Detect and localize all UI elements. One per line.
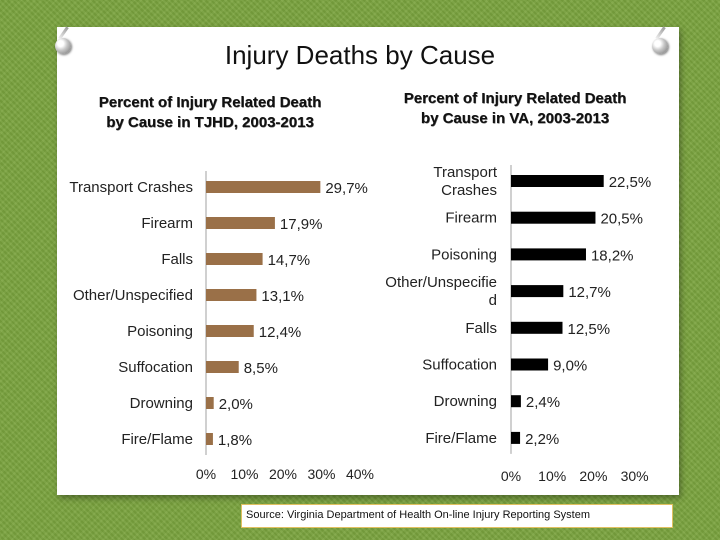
va-category-label: Other/Unspecifie d bbox=[385, 274, 497, 309]
va-x-tick-label: 30% bbox=[621, 468, 649, 484]
tjhd-bar bbox=[206, 289, 257, 301]
tjhd-value-label: 12,4% bbox=[259, 324, 302, 341]
tjhd-value-label: 14,7% bbox=[268, 252, 311, 269]
tjhd-category-label: Transport Crashes bbox=[69, 179, 193, 196]
va-value-label: 12,5% bbox=[568, 321, 611, 338]
tjhd-value-label: 29,7% bbox=[325, 180, 368, 197]
tjhd-category-label: Poisoning bbox=[127, 323, 193, 340]
tjhd-category-label: Suffocation bbox=[118, 359, 193, 376]
va-category-label: Falls bbox=[465, 320, 497, 337]
tjhd-bar bbox=[206, 253, 263, 265]
tjhd-bar bbox=[206, 397, 214, 409]
tjhd-value-label: 2,0% bbox=[219, 396, 253, 413]
va-bar bbox=[511, 321, 563, 334]
tjhd-x-tick-label: 40% bbox=[346, 466, 374, 482]
va-value-label: 2,2% bbox=[525, 431, 559, 448]
va-category-label: Transport Crashes bbox=[433, 164, 497, 199]
tjhd-category-label: Firearm bbox=[141, 215, 193, 232]
tjhd-bar bbox=[206, 325, 254, 337]
va-category-label: Suffocation bbox=[422, 357, 497, 374]
va-category-label: Firearm bbox=[445, 210, 497, 227]
tjhd-value-label: 8,5% bbox=[244, 360, 278, 377]
va-x-tick-label: 20% bbox=[579, 468, 607, 484]
tjhd-bar bbox=[206, 181, 321, 193]
source-note: Source: Virginia Department of Health On… bbox=[241, 504, 673, 528]
thumbtack-icon bbox=[55, 38, 71, 54]
va-value-label: 18,2% bbox=[591, 247, 634, 264]
va-value-label: 2,4% bbox=[526, 394, 560, 411]
tjhd-bar bbox=[206, 433, 213, 445]
va-bar bbox=[511, 395, 521, 408]
tjhd-bar bbox=[206, 217, 275, 229]
va-bar bbox=[511, 285, 564, 298]
tjhd-chart-title: Percent of Injury Related Death by Cause… bbox=[98, 94, 322, 131]
thumbtack-icon bbox=[652, 38, 668, 54]
va-value-label: 12,7% bbox=[568, 284, 611, 301]
va-bar bbox=[511, 248, 586, 261]
va-category-label: Poisoning bbox=[431, 246, 497, 263]
tjhd-value-label: 17,9% bbox=[280, 216, 323, 233]
tjhd-value-label: 13,1% bbox=[261, 288, 304, 305]
tjhd-bar bbox=[206, 361, 239, 373]
va-category-label: Fire/Flame bbox=[425, 430, 497, 447]
va-bar bbox=[511, 358, 549, 371]
va-category-label: Drowning bbox=[434, 393, 497, 410]
va-x-tick-label: 10% bbox=[538, 468, 566, 484]
va-chart-title: Percent of Injury Related Death by Cause… bbox=[403, 90, 627, 127]
va-bar bbox=[511, 211, 596, 224]
va-x-tick-label: 0% bbox=[501, 468, 521, 484]
va-bar bbox=[511, 431, 521, 444]
va-value-label: 20,5% bbox=[600, 211, 643, 228]
tjhd-value-label: 1,8% bbox=[218, 432, 252, 449]
slide-title: Injury Deaths by Cause bbox=[224, 40, 496, 70]
tjhd-category-label: Fire/Flame bbox=[121, 431, 193, 448]
tjhd-x-tick-label: 20% bbox=[269, 466, 297, 482]
tjhd-x-tick-label: 10% bbox=[230, 466, 258, 482]
paper-card bbox=[57, 27, 679, 495]
tjhd-x-tick-label: 0% bbox=[196, 466, 216, 482]
va-value-label: 9,0% bbox=[553, 358, 587, 375]
tjhd-category-label: Drowning bbox=[130, 395, 193, 412]
va-value-label: 22,5% bbox=[609, 174, 652, 191]
tjhd-category-label: Other/Unspecified bbox=[73, 287, 193, 304]
va-bar bbox=[511, 175, 604, 187]
tjhd-category-label: Falls bbox=[161, 251, 193, 268]
tjhd-x-tick-label: 30% bbox=[307, 466, 335, 482]
